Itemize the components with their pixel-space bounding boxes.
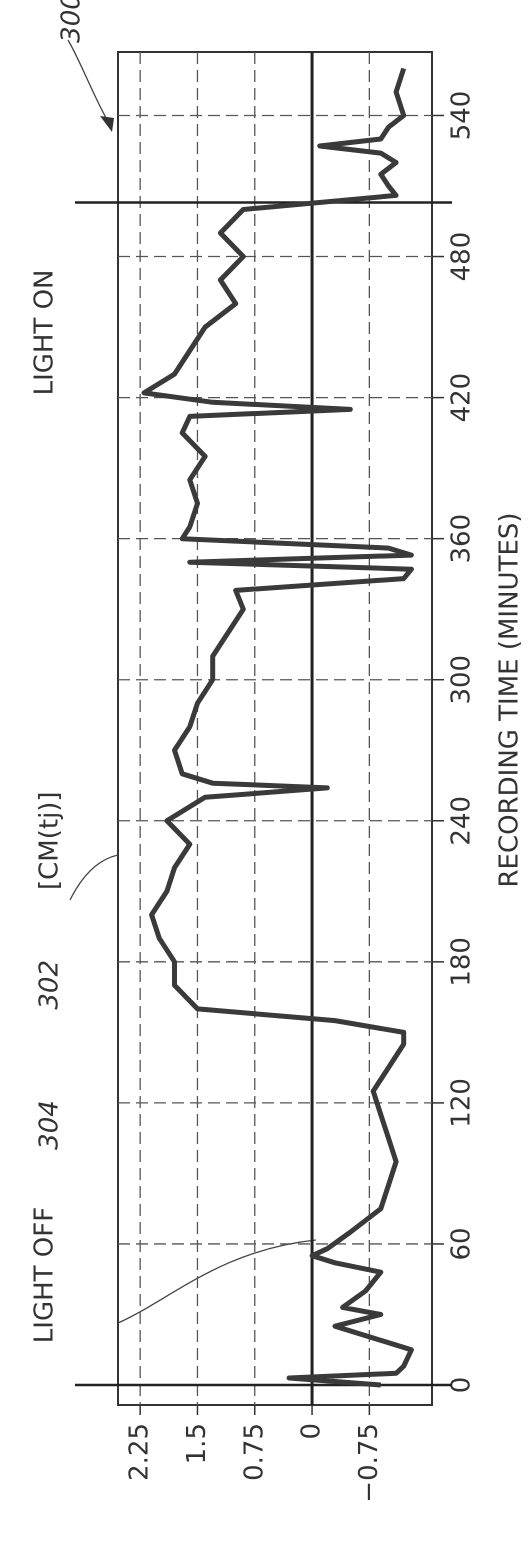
y-tick-label: 0	[297, 1423, 327, 1440]
plot-frame	[117, 51, 433, 1406]
y-tick-label: 0.75	[239, 1423, 269, 1481]
leader-300	[67, 39, 111, 126]
x-tick-label: 60	[447, 1227, 477, 1260]
series-name: [CM(tj)]	[35, 791, 65, 890]
leader-304	[117, 1239, 317, 1324]
x-tick-label: 300	[447, 655, 477, 705]
x-tick-label: 360	[447, 514, 477, 564]
x-tick-label: 120	[447, 1078, 477, 1128]
reference-label: 304	[35, 1100, 65, 1150]
x-tick-label: 0	[447, 1377, 477, 1394]
data-line	[141, 67, 414, 1388]
figure-number: 300	[57, 0, 87, 43]
x-tick-label: 480	[447, 232, 477, 282]
event-label: LIGHT ON	[30, 270, 60, 396]
x-tick-label: 240	[447, 796, 477, 846]
y-tick-label: 1.5	[182, 1423, 212, 1464]
leader-302	[69, 854, 119, 901]
x-axis-title: RECORDING TIME (MINUTES)	[495, 512, 525, 887]
arrow-300	[100, 116, 114, 132]
x-tick-label: 540	[447, 91, 477, 141]
y-tick-label: −0.75	[354, 1423, 384, 1503]
x-tick-label: 180	[447, 937, 477, 987]
event-label: LIGHT OFF	[30, 1207, 60, 1343]
series-number: 302	[35, 960, 65, 1010]
x-tick-label: 420	[447, 373, 477, 423]
y-tick-label: 2.25	[125, 1423, 155, 1481]
